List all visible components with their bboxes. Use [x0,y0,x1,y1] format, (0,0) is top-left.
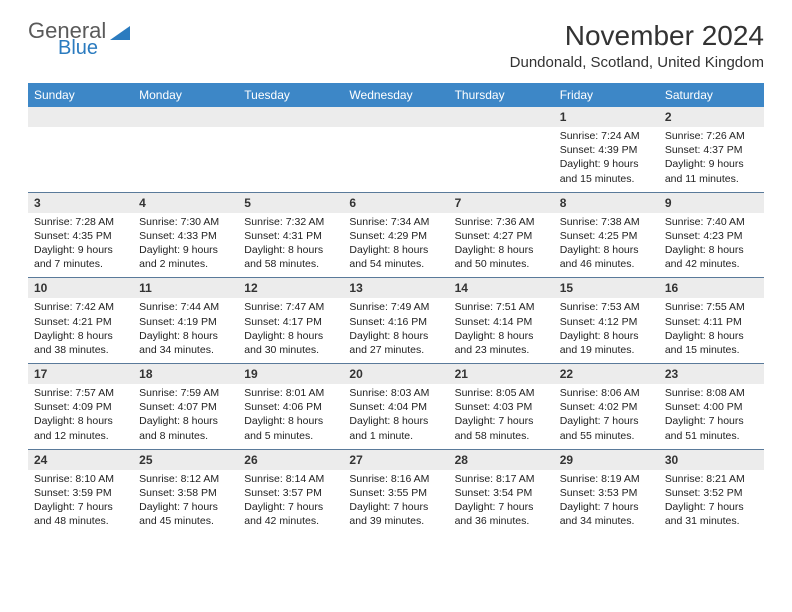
day-content-row: Sunrise: 7:42 AMSunset: 4:21 PMDaylight:… [28,298,764,363]
day-number: 22 [554,364,659,385]
day-number: 25 [133,449,238,470]
day-header: Tuesday [238,83,343,107]
calendar-table: SundayMondayTuesdayWednesdayThursdayFrid… [28,83,764,534]
day-content [449,127,554,192]
day-content: Sunrise: 7:55 AMSunset: 4:11 PMDaylight:… [659,298,764,363]
day-number: 13 [343,278,448,299]
day-number: 8 [554,192,659,213]
day-content-row: Sunrise: 7:24 AMSunset: 4:39 PMDaylight:… [28,127,764,192]
day-number: 15 [554,278,659,299]
day-header-row: SundayMondayTuesdayWednesdayThursdayFrid… [28,83,764,107]
day-content: Sunrise: 7:38 AMSunset: 4:25 PMDaylight:… [554,213,659,278]
day-number: 18 [133,364,238,385]
day-number [449,107,554,127]
day-content: Sunrise: 7:47 AMSunset: 4:17 PMDaylight:… [238,298,343,363]
day-number: 29 [554,449,659,470]
day-content-row: Sunrise: 7:57 AMSunset: 4:09 PMDaylight:… [28,384,764,449]
day-content [28,127,133,192]
day-number: 4 [133,192,238,213]
location-text: Dundonald, Scotland, United Kingdom [510,54,764,71]
day-content: Sunrise: 7:44 AMSunset: 4:19 PMDaylight:… [133,298,238,363]
day-content [238,127,343,192]
day-number: 7 [449,192,554,213]
day-header: Sunday [28,83,133,107]
day-content: Sunrise: 7:53 AMSunset: 4:12 PMDaylight:… [554,298,659,363]
day-number: 17 [28,364,133,385]
day-content: Sunrise: 8:16 AMSunset: 3:55 PMDaylight:… [343,470,448,535]
day-number: 10 [28,278,133,299]
day-number: 24 [28,449,133,470]
day-content: Sunrise: 8:01 AMSunset: 4:06 PMDaylight:… [238,384,343,449]
header: General Blue November 2024 Dundonald, Sc… [28,20,764,71]
day-content: Sunrise: 7:36 AMSunset: 4:27 PMDaylight:… [449,213,554,278]
day-header: Thursday [449,83,554,107]
day-content: Sunrise: 7:32 AMSunset: 4:31 PMDaylight:… [238,213,343,278]
day-number: 19 [238,364,343,385]
day-header: Friday [554,83,659,107]
day-content: Sunrise: 8:10 AMSunset: 3:59 PMDaylight:… [28,470,133,535]
logo-text: General Blue [28,20,106,58]
logo: General Blue [28,20,132,58]
day-number: 5 [238,192,343,213]
day-content: Sunrise: 8:21 AMSunset: 3:52 PMDaylight:… [659,470,764,535]
logo-triangle-icon [110,24,132,42]
day-number: 14 [449,278,554,299]
page-title: November 2024 [510,20,764,52]
day-number-row: 24252627282930 [28,449,764,470]
day-content: Sunrise: 7:59 AMSunset: 4:07 PMDaylight:… [133,384,238,449]
day-number: 16 [659,278,764,299]
day-content: Sunrise: 8:06 AMSunset: 4:02 PMDaylight:… [554,384,659,449]
day-content: Sunrise: 7:28 AMSunset: 4:35 PMDaylight:… [28,213,133,278]
day-number: 23 [659,364,764,385]
day-content: Sunrise: 7:51 AMSunset: 4:14 PMDaylight:… [449,298,554,363]
day-number: 28 [449,449,554,470]
day-number [28,107,133,127]
day-number: 6 [343,192,448,213]
day-number [238,107,343,127]
day-content: Sunrise: 7:34 AMSunset: 4:29 PMDaylight:… [343,213,448,278]
day-content: Sunrise: 7:30 AMSunset: 4:33 PMDaylight:… [133,213,238,278]
day-number: 2 [659,107,764,127]
day-number: 3 [28,192,133,213]
day-number-row: 17181920212223 [28,364,764,385]
day-content-row: Sunrise: 8:10 AMSunset: 3:59 PMDaylight:… [28,470,764,535]
day-number-row: 3456789 [28,192,764,213]
day-content: Sunrise: 8:05 AMSunset: 4:03 PMDaylight:… [449,384,554,449]
day-number-row: 10111213141516 [28,278,764,299]
day-number [133,107,238,127]
day-content [133,127,238,192]
day-content: Sunrise: 7:40 AMSunset: 4:23 PMDaylight:… [659,213,764,278]
day-number: 27 [343,449,448,470]
day-header: Monday [133,83,238,107]
day-number: 30 [659,449,764,470]
day-number: 21 [449,364,554,385]
day-number-row: 12 [28,107,764,127]
day-number: 20 [343,364,448,385]
day-content: Sunrise: 7:26 AMSunset: 4:37 PMDaylight:… [659,127,764,192]
day-number: 26 [238,449,343,470]
day-content-row: Sunrise: 7:28 AMSunset: 4:35 PMDaylight:… [28,213,764,278]
day-content: Sunrise: 8:08 AMSunset: 4:00 PMDaylight:… [659,384,764,449]
day-content: Sunrise: 7:24 AMSunset: 4:39 PMDaylight:… [554,127,659,192]
day-header: Saturday [659,83,764,107]
day-content: Sunrise: 8:17 AMSunset: 3:54 PMDaylight:… [449,470,554,535]
day-content: Sunrise: 7:57 AMSunset: 4:09 PMDaylight:… [28,384,133,449]
day-content: Sunrise: 7:49 AMSunset: 4:16 PMDaylight:… [343,298,448,363]
day-number: 1 [554,107,659,127]
title-block: November 2024 Dundonald, Scotland, Unite… [510,20,764,71]
day-content [343,127,448,192]
day-number: 9 [659,192,764,213]
day-content: Sunrise: 7:42 AMSunset: 4:21 PMDaylight:… [28,298,133,363]
day-number: 11 [133,278,238,299]
day-header: Wednesday [343,83,448,107]
day-content: Sunrise: 8:12 AMSunset: 3:58 PMDaylight:… [133,470,238,535]
day-content: Sunrise: 8:14 AMSunset: 3:57 PMDaylight:… [238,470,343,535]
calendar-page: General Blue November 2024 Dundonald, Sc… [0,0,792,554]
day-number: 12 [238,278,343,299]
day-content: Sunrise: 8:03 AMSunset: 4:04 PMDaylight:… [343,384,448,449]
day-number [343,107,448,127]
day-content: Sunrise: 8:19 AMSunset: 3:53 PMDaylight:… [554,470,659,535]
